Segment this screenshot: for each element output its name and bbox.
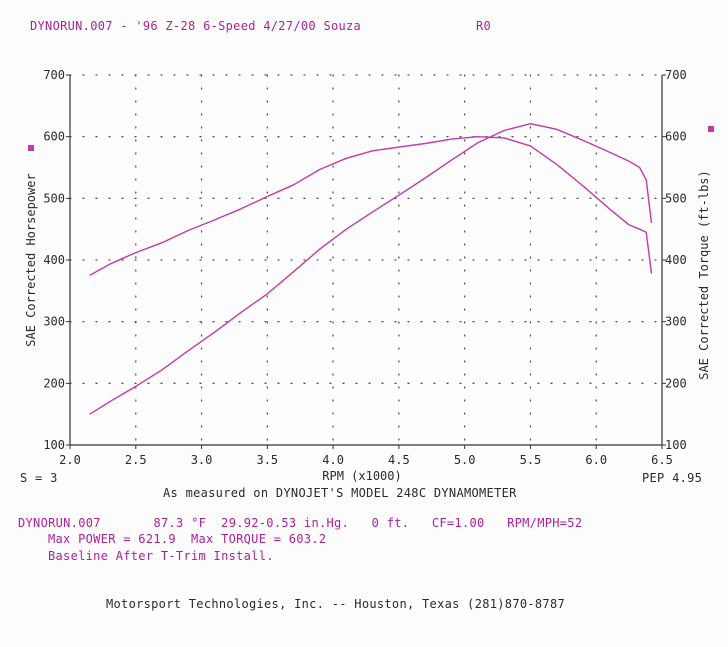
series-line-1: [90, 124, 652, 415]
y-right-tick-label: 400: [665, 253, 687, 267]
x-axis-ticks: 2.0 2.5 3.0 3.5 4.0 4.5 5.0 5.5 6.0 6.5: [59, 445, 673, 467]
run-info-line2: Max POWER = 621.9 Max TORQUE = 603.2: [48, 532, 326, 546]
footer-credit: Motorsport Technologies, Inc. -- Houston…: [106, 597, 565, 611]
x-tick-label: 5.0: [454, 453, 476, 467]
y-right-tick-label: 600: [665, 130, 687, 144]
chart-grid: [70, 75, 662, 445]
y-left-tick-label: 300: [43, 315, 65, 329]
y-left-tick-label: 600: [43, 130, 65, 144]
x-tick-label: 4.0: [322, 453, 344, 467]
y-left-tick-label: 100: [43, 438, 65, 452]
run-info-line3: Baseline After T-Trim Install.: [48, 549, 274, 563]
y-left-tick-label: 400: [43, 253, 65, 267]
measured-note: As measured on DYNOJET'S MODEL 248C DYNA…: [163, 486, 517, 500]
y-left-tick-label: 700: [43, 68, 65, 82]
pep-label: PEP 4.95: [642, 471, 702, 485]
y-right-tick-label: 100: [665, 438, 687, 452]
run-info-line1: DYNORUN.007 87.3 °F 29.92-0.53 in.Hg. 0 …: [18, 516, 582, 530]
y-right-tick-label: 300: [665, 315, 687, 329]
y-right-tick-label: 500: [665, 191, 687, 205]
y-axis-left-ticks: 100 200 300 400 500 600 700: [43, 68, 70, 452]
y-axis-left-label: SAE Corrected Horsepower: [24, 173, 38, 346]
x-tick-label: 4.5: [388, 453, 410, 467]
y-left-tick-label: 500: [43, 191, 65, 205]
y-left-tick-label: 200: [43, 376, 65, 390]
x-tick-label: 6.5: [651, 453, 673, 467]
x-axis-label: RPM (x1000): [322, 469, 401, 483]
x-tick-label: 3.5: [256, 453, 278, 467]
x-tick-label: 6.0: [585, 453, 607, 467]
y-axis-right-ticks: 100 200 300 400 500 600 700: [662, 68, 687, 452]
x-tick-label: 2.5: [125, 453, 147, 467]
y-axis-right-label: SAE Corrected Torque (ft-lbs): [697, 170, 711, 380]
chart-curves: [90, 124, 652, 415]
series-line-2: [90, 137, 652, 276]
x-tick-label: 5.5: [520, 453, 542, 467]
y-right-tick-label: 700: [665, 68, 687, 82]
x-tick-label: 3.0: [191, 453, 213, 467]
y-right-tick-label: 200: [665, 376, 687, 390]
smoothing-label: S = 3: [20, 471, 58, 485]
x-tick-label: 2.0: [59, 453, 81, 467]
